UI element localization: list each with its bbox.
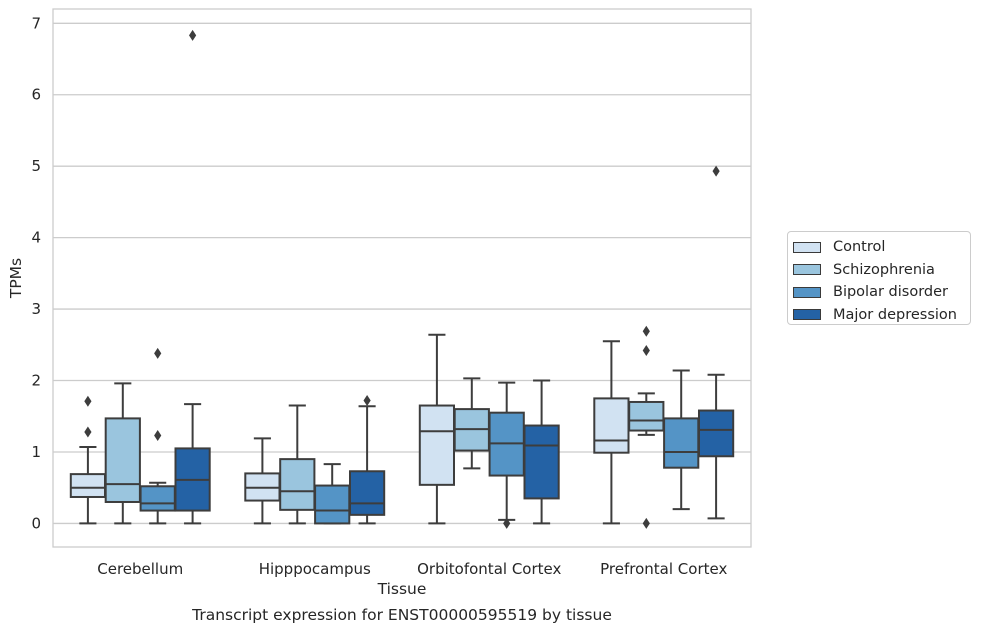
box-iqr — [69, 473, 107, 498]
y-tick-label-0: 0 — [31, 514, 41, 532]
y-tick-label-2: 2 — [31, 372, 41, 390]
chart-caption: Transcript expression for ENST0000059551… — [192, 606, 612, 624]
flier-0 — [189, 29, 197, 41]
box-iqr — [697, 409, 735, 458]
legend-label-control: Control — [833, 239, 886, 256]
flier-0 — [503, 517, 511, 529]
x-axis-title: Tissue — [377, 580, 427, 598]
y-tick-label-6: 6 — [31, 86, 41, 104]
box-iqr — [593, 397, 630, 454]
box-1-3 — [628, 325, 665, 529]
box-iqr — [104, 417, 141, 503]
box-3-2 — [523, 379, 560, 525]
box-0-2 — [418, 333, 456, 525]
series-major-depression — [174, 29, 735, 525]
box-iqr — [628, 400, 665, 432]
box-iqr — [279, 458, 316, 511]
legend-label-major-depression: Major depression — [833, 306, 957, 323]
y-gridlines — [53, 22, 751, 525]
box-1-1 — [279, 404, 316, 525]
x-tick-label-2: Orbitofontal Cortex — [417, 560, 561, 578]
legend-item-major-depression: Major depression — [793, 304, 970, 327]
x-tick-label-3: Prefrontal Cortex — [600, 560, 727, 578]
flier-1 — [642, 345, 650, 357]
y-tick-labels: 0 1 2 3 4 5 6 7 — [31, 14, 41, 532]
box-2-1 — [314, 463, 351, 525]
x-tick-label-1: Hipppocampus — [259, 560, 371, 578]
box-0-1 — [244, 437, 281, 525]
legend-item-schizophrenia: Schizophrenia — [793, 259, 970, 282]
box-3-3 — [697, 165, 735, 520]
box-series — [69, 29, 735, 529]
flier-0 — [363, 395, 371, 407]
flier-0 — [642, 517, 650, 529]
box-iqr — [314, 484, 351, 525]
box-2-2 — [488, 381, 525, 529]
box-3-0 — [174, 29, 211, 525]
box-iqr — [418, 404, 456, 486]
flier-0 — [84, 426, 92, 438]
box-2-3 — [663, 369, 700, 511]
y-tick-label-3: 3 — [31, 300, 41, 318]
box-iqr — [139, 485, 176, 512]
y-tick-label-1: 1 — [31, 443, 41, 461]
x-tick-label-0: Cerebellum — [97, 560, 183, 578]
box-1-0 — [104, 382, 141, 525]
box-iqr — [663, 417, 700, 469]
box-iqr — [523, 424, 560, 500]
flier-1 — [84, 395, 92, 407]
flier-0 — [154, 430, 162, 442]
box-iqr — [348, 470, 386, 516]
box-3-1 — [348, 395, 386, 525]
series-schizophrenia — [104, 325, 665, 529]
y-tick-label-5: 5 — [31, 157, 41, 175]
plot-area — [52, 8, 752, 548]
series-control — [69, 333, 630, 525]
legend-label-bipolar-disorder: Bipolar disorder — [833, 284, 948, 301]
flier-0 — [712, 165, 720, 177]
legend-label-schizophrenia: Schizophrenia — [833, 261, 935, 278]
box-0-3 — [593, 340, 630, 525]
legend-swatch-major-depression — [793, 309, 821, 321]
x-tick-labels: Cerebellum Hipppocampus Orbitofontal Corte… — [97, 560, 727, 578]
legend-swatch-schizophrenia — [793, 264, 821, 276]
box-0-0 — [69, 395, 107, 525]
flier-2 — [642, 325, 650, 337]
box-1-2 — [453, 377, 490, 470]
legend-swatch-control — [793, 241, 821, 253]
y-tick-label-7: 7 — [31, 14, 41, 32]
legend-item-bipolar-disorder: Bipolar disorder — [793, 281, 970, 304]
flier-1 — [154, 347, 162, 359]
legend: Control Schizophrenia Bipolar disorder M… — [787, 231, 971, 325]
legend-item-control: Control — [793, 236, 970, 259]
legend-swatch-bipolar-disorder — [793, 286, 821, 298]
y-tick-label-4: 4 — [31, 229, 41, 247]
y-axis-title: TPMs — [7, 258, 25, 299]
series-bipolar-disorder — [139, 347, 700, 529]
